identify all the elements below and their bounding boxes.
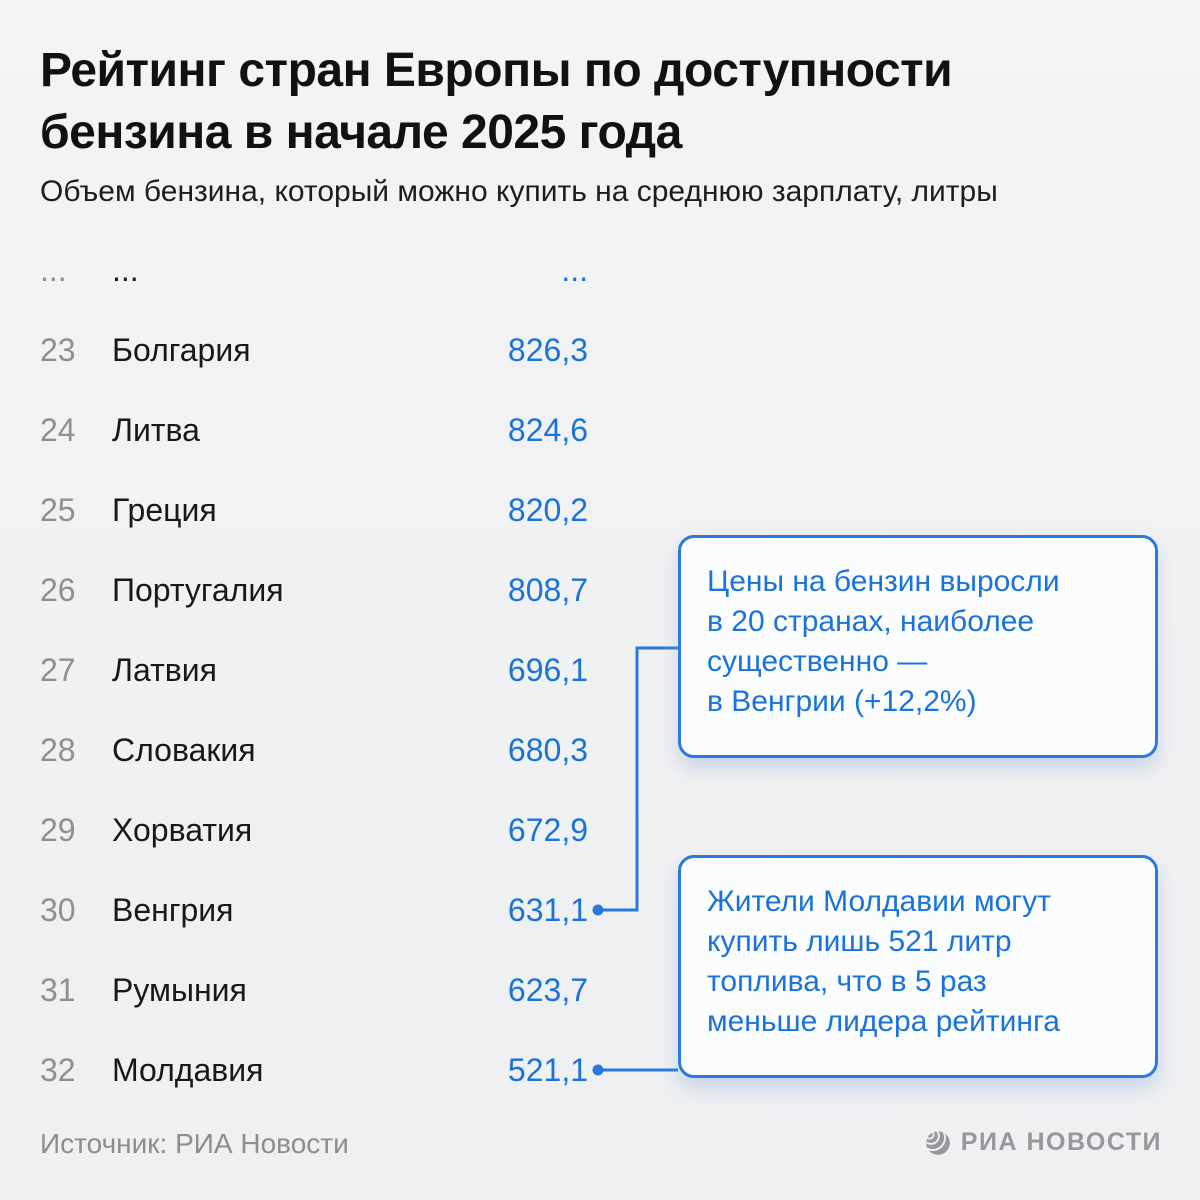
brand-name: РИА НОВОСТИ [960, 1128, 1162, 1156]
value-cell: 826,3 [507, 331, 588, 368]
table-row: 24 Литва 824,6 [40, 390, 588, 470]
rank-cell: 31 [40, 971, 76, 1008]
table-row: ... ... ... [40, 230, 588, 310]
rank-cell: 32 [40, 1051, 76, 1088]
rank-cell: 28 [40, 731, 76, 768]
table-row: 31 Румыния 623,7 [40, 950, 588, 1030]
value-cell: 631,1 [507, 891, 588, 928]
marker-dot-hungary [592, 904, 604, 916]
ranking-table: ... ... ... 23 Болгария 826,3 24 Литва 8… [40, 230, 588, 1110]
table-row: 27 Латвия 696,1 [40, 630, 588, 710]
country-cell: Литва [112, 411, 200, 448]
page-subtitle: Объем бензина, который можно купить на с… [40, 175, 998, 208]
connector-hungary [600, 646, 678, 912]
table-row: 28 Словакия 680,3 [40, 710, 588, 790]
table-row: 29 Хорватия 672,9 [40, 790, 588, 870]
source-caption: Источник: РИА Новости [40, 1128, 349, 1159]
value-cell: 820,2 [507, 491, 588, 528]
table-row: 23 Болгария 826,3 [40, 310, 588, 390]
table-row: 32 Молдавия 521,1 [40, 1030, 588, 1110]
country-cell: Венгрия [112, 891, 234, 928]
rank-cell: 25 [40, 491, 76, 528]
rank-cell: 29 [40, 811, 76, 848]
country-cell: Словакия [112, 731, 256, 768]
value-cell: 824,6 [507, 411, 588, 448]
country-cell: Греция [112, 491, 217, 528]
country-cell: Португалия [112, 571, 284, 608]
country-cell: Молдавия [112, 1051, 264, 1088]
country-cell: Хорватия [112, 811, 253, 848]
rank-cell: 30 [40, 891, 76, 928]
country-cell: Румыния [112, 971, 247, 1008]
ria-novosti-logo: РИА НОВОСТИ [924, 1128, 1162, 1157]
value-cell: ... [561, 251, 588, 288]
rank-cell: ... [40, 251, 67, 288]
country-cell: ... [112, 251, 139, 288]
value-cell: 623,7 [507, 971, 588, 1008]
marker-dot-moldova [592, 1064, 604, 1076]
page-title: Рейтинг стран Европы по доступности бенз… [40, 44, 953, 159]
rank-cell: 24 [40, 411, 76, 448]
globe-icon [925, 1130, 950, 1155]
country-cell: Болгария [112, 331, 251, 368]
country-cell: Латвия [112, 651, 217, 688]
callout-moldova: Жители Молдавии могут купить лишь 521 ли… [678, 855, 1158, 1078]
table-row: 30 Венгрия 631,1 [40, 870, 588, 950]
rank-cell: 23 [40, 331, 76, 368]
value-cell: 696,1 [507, 651, 588, 688]
value-cell: 672,9 [507, 811, 588, 848]
table-row: 25 Греция 820,2 [40, 470, 588, 550]
rank-cell: 27 [40, 651, 76, 688]
value-cell: 680,3 [507, 731, 588, 768]
callout-gas-prices: Цены на бензин выросли в 20 странах, наи… [678, 535, 1158, 758]
value-cell: 808,7 [507, 571, 588, 608]
rank-cell: 26 [40, 571, 76, 608]
table-row: 26 Португалия 808,7 [40, 550, 588, 630]
value-cell: 521,1 [507, 1051, 588, 1088]
